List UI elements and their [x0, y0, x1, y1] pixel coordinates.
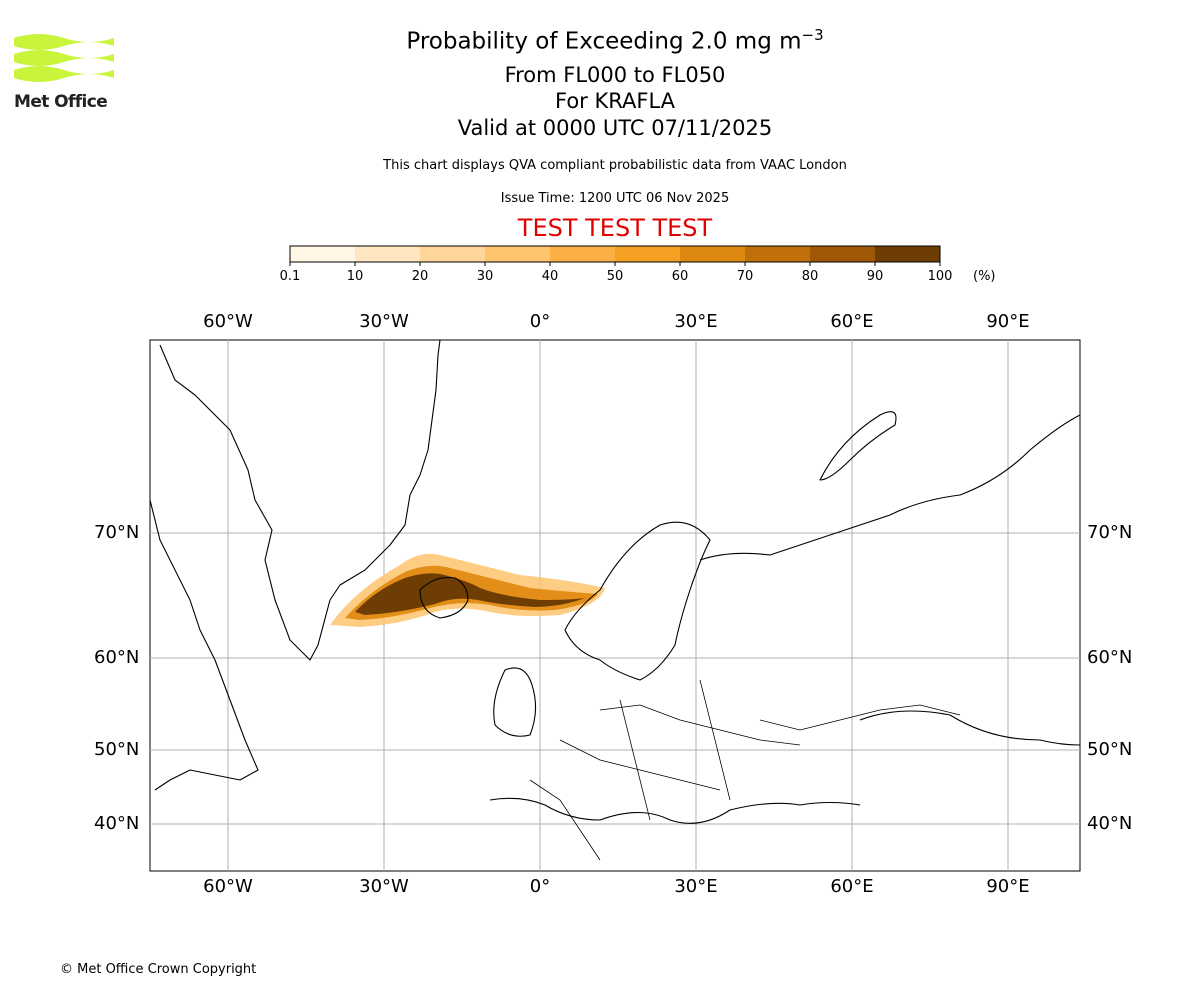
- colorbar-tick-label: 80: [802, 269, 819, 284]
- coast-greenland: [159, 339, 441, 661]
- lon-label-bottom: 60°E: [830, 876, 874, 897]
- border-3: [619, 699, 651, 821]
- lon-label-bottom: 90°E: [986, 876, 1030, 897]
- coast-british-isles: [493, 667, 537, 737]
- lon-label-top: 60°W: [203, 311, 253, 332]
- border-1: [599, 704, 801, 746]
- coast-iceland: [419, 576, 469, 619]
- lat-label-left: 70°N: [94, 522, 140, 543]
- colorbar-tick-label: 60: [672, 269, 689, 284]
- map-frame: [149, 339, 1081, 872]
- plume-high: [355, 573, 585, 615]
- lat-label-right: 50°N: [1087, 739, 1133, 760]
- lon-label-bottom: 30°E: [674, 876, 718, 897]
- colorbar-tick-label: 0.1: [280, 269, 300, 284]
- colorbar-tick-label: 90: [867, 269, 884, 284]
- colorbar-tick-label: 30: [477, 269, 494, 284]
- chart-title: Probability of Exceeding 2.0 mg m−3: [406, 26, 824, 55]
- logo-waves: [14, 34, 114, 82]
- lon-label-bottom: 30°W: [359, 876, 409, 897]
- map-panel: [149, 339, 1081, 872]
- lat-label-right: 40°N: [1087, 813, 1133, 834]
- title-superscript: −3: [801, 26, 824, 44]
- colorbar-tick-label: 40: [542, 269, 559, 284]
- colorbar-segment-3: [485, 246, 551, 262]
- border-4: [699, 679, 731, 801]
- colorbar-tick-label: 20: [412, 269, 429, 284]
- lon-label-top: 60°E: [830, 311, 874, 332]
- colorbar-segment-5: [615, 246, 681, 262]
- colorbar-segment-1: [355, 246, 421, 262]
- coast-scandinavia: [564, 521, 711, 681]
- border-6: [529, 779, 601, 861]
- lon-label-bottom: 60°W: [203, 876, 253, 897]
- colorbar-segment-9: [875, 246, 941, 262]
- met-office-logo-icon: [14, 34, 114, 82]
- copyright: © Met Office Crown Copyright: [60, 962, 257, 977]
- lon-label-top: 30°E: [674, 311, 718, 332]
- lat-label-left: 60°N: [94, 647, 140, 668]
- colorbar-segment-2: [420, 246, 486, 262]
- colorbar-segment-6: [680, 246, 746, 262]
- coast-canada: [149, 499, 259, 791]
- coast-russia-north: [699, 414, 1081, 561]
- lon-label-top: 0°: [529, 311, 551, 332]
- lat-label-left: 50°N: [94, 739, 140, 760]
- lat-label-left: 40°N: [94, 813, 140, 834]
- lat-label-right: 70°N: [1087, 522, 1133, 543]
- met-office-logo-text: Met Office: [14, 92, 108, 112]
- test-banner: TEST TEST TEST: [517, 214, 713, 242]
- ash-plume: [330, 553, 605, 627]
- lon-label-bottom: 0°: [529, 876, 551, 897]
- coastlines: [149, 339, 1081, 824]
- issue-time: Issue Time: 1200 UTC 06 Nov 2025: [500, 191, 730, 206]
- colorbar-tick-label: 50: [607, 269, 624, 284]
- lat-label-right: 60°N: [1087, 647, 1133, 668]
- borders: [529, 679, 961, 861]
- colorbar-unit: (%): [973, 269, 996, 284]
- chart-description: This chart displays QVA compliant probab…: [383, 158, 847, 173]
- gridlines: [150, 340, 1080, 871]
- colorbar-tick-label: 10: [347, 269, 364, 284]
- lon-label-top: 90°E: [986, 311, 1030, 332]
- lon-label-top: 30°W: [359, 311, 409, 332]
- colorbar-segment-7: [745, 246, 811, 262]
- colorbar-tick-label: 70: [737, 269, 754, 284]
- colorbar-segment-0: [290, 246, 356, 262]
- valid-time: Valid at 0000 UTC 07/11/2025: [457, 116, 773, 140]
- coast-novaya-zemlya: [819, 411, 897, 481]
- colorbar-tick-label: 100: [928, 269, 953, 284]
- border-5: [759, 704, 961, 731]
- volcano-name: For KRAFLA: [555, 89, 675, 113]
- colorbar-segment-4: [550, 246, 616, 262]
- coast-asia-south: [859, 710, 1081, 746]
- border-2: [559, 739, 721, 791]
- colorbar: 0.1 10 20 30 40 50 60 70 80 90 100 (%): [280, 245, 996, 284]
- colorbar-segment-8: [810, 246, 876, 262]
- coast-europe-south: [489, 797, 861, 824]
- flight-level-range: From FL000 to FL050: [504, 63, 726, 87]
